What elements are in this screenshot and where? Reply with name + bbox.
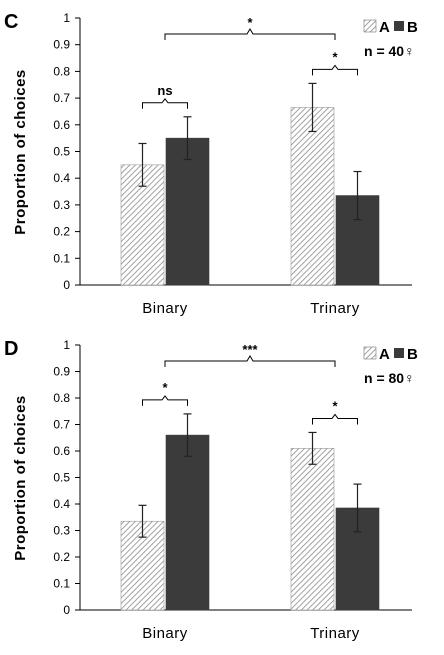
- panel-label: C: [4, 11, 18, 33]
- y-tick-label: 0.2: [53, 550, 70, 564]
- panel-c: C Proportion of choices 0 0.1 0.2 0.3 0.4 0.5…: [4, 11, 418, 317]
- sample-size: n = 40♀: [364, 43, 415, 59]
- sample-size: n = 80♀: [364, 370, 415, 386]
- significance-bracket: [312, 64, 358, 76]
- significance-label: *: [332, 398, 338, 413]
- y-tick-label: 0.7: [53, 91, 70, 105]
- y-tick-label: 0.9: [53, 38, 70, 52]
- panel-d: D Proportion of choices 0 0.1 0.2 0.3 0.4 0.5…: [4, 338, 418, 642]
- legend-label-a: A: [379, 19, 390, 36]
- panel-label: D: [4, 338, 18, 360]
- y-tick-label: 0.1: [53, 251, 70, 265]
- y-tick-label: 0.4: [53, 171, 70, 185]
- y-axis-label: Proportion of choices: [12, 395, 29, 561]
- y-tick-label: 1: [63, 338, 70, 352]
- legend-swatch-b: [394, 21, 404, 31]
- significance-bracket: [142, 97, 188, 109]
- legend-swatch-a: [363, 19, 377, 33]
- y-tick-label: 0.2: [53, 225, 70, 239]
- y-tick-label: 0: [63, 603, 70, 617]
- significance-bracket: [142, 395, 188, 406]
- y-tick-label: 0.5: [53, 471, 70, 485]
- category-label: Binary: [142, 625, 188, 642]
- y-tick-label: 0.1: [53, 577, 70, 591]
- legend-label-b: B: [407, 19, 418, 36]
- significance-label: ns: [157, 83, 172, 98]
- significance-bracket: [312, 413, 358, 425]
- significance-label: *: [162, 380, 168, 395]
- y-tick-label: 0.4: [53, 497, 70, 511]
- legend-swatch-b: [394, 348, 404, 358]
- y-tick-label: 0.8: [53, 64, 70, 78]
- y-tick-label: 0.6: [53, 444, 70, 458]
- significance-label-between: ***: [242, 342, 258, 357]
- category-label: Trinary: [310, 625, 360, 642]
- y-tick-label: 0.3: [53, 198, 70, 212]
- significance-bracket-between: [164, 28, 336, 40]
- y-tick-label: 0: [63, 278, 70, 292]
- y-tick-label: 0.9: [53, 365, 70, 379]
- category-label: Trinary: [310, 300, 360, 317]
- y-tick-label: 0.8: [53, 391, 70, 405]
- y-tick-label: 0.3: [53, 524, 70, 538]
- legend-label-a: A: [379, 346, 390, 363]
- y-axis-label: Proportion of choices: [12, 69, 29, 235]
- bar-b: [165, 137, 210, 286]
- legend-label-b: B: [407, 346, 418, 363]
- bar-a: [290, 107, 335, 286]
- bar-b: [165, 434, 210, 611]
- significance-label: *: [332, 49, 338, 64]
- significance-bracket-between: [164, 355, 336, 367]
- y-tick-label: 0.7: [53, 418, 70, 432]
- y-tick-label: 1: [63, 11, 70, 25]
- legend-swatch-a: [363, 346, 377, 360]
- y-tick-label: 0.6: [53, 118, 70, 132]
- significance-label-between: *: [247, 15, 253, 30]
- category-label: Binary: [142, 300, 188, 317]
- y-tick-label: 0.5: [53, 145, 70, 159]
- bar-a: [290, 448, 335, 611]
